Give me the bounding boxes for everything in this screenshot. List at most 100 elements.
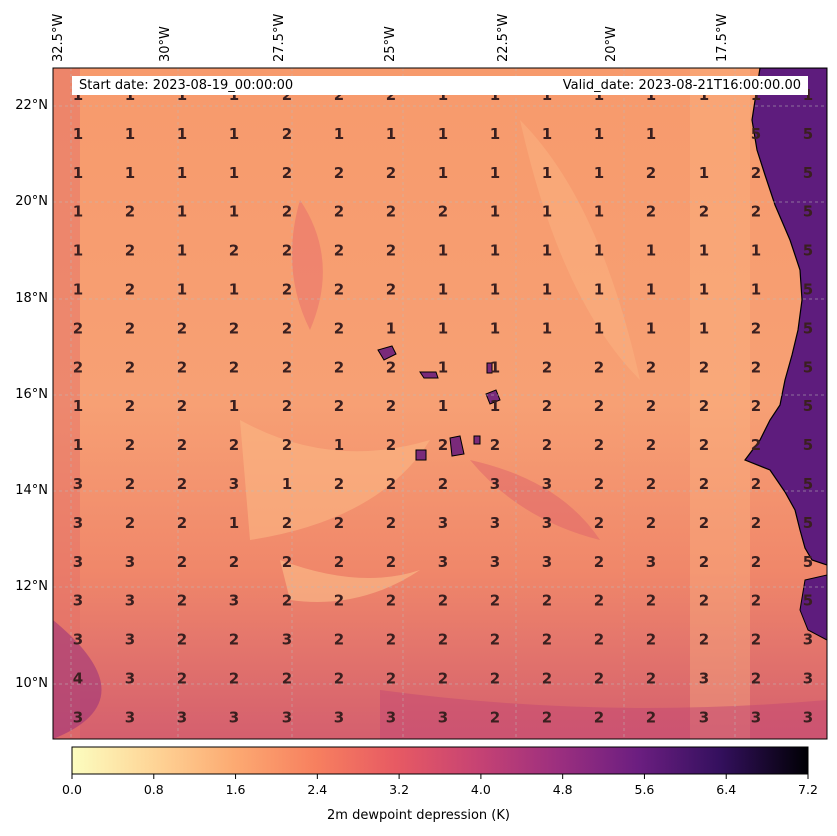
- grid-value: 1: [803, 86, 813, 104]
- grid-value: 1: [646, 319, 656, 337]
- grid-value: 1: [229, 203, 239, 221]
- grid-value: 2: [490, 631, 500, 649]
- grid-value: 3: [542, 514, 552, 532]
- grid-value: 2: [646, 203, 656, 221]
- grid-value: 2: [386, 242, 396, 260]
- grid-value: 2: [751, 514, 761, 532]
- grid-value: 5: [803, 281, 813, 299]
- grid-value: 2: [282, 125, 292, 143]
- grid-value: 2: [542, 670, 552, 688]
- grid-value: 1: [594, 281, 604, 299]
- grid-value: 2: [282, 319, 292, 337]
- grid-value: 2: [594, 553, 604, 571]
- grid-value: 1: [751, 86, 761, 104]
- grid-value: 3: [125, 631, 135, 649]
- grid-value: 1: [386, 319, 396, 337]
- grid-value: 5: [751, 125, 761, 143]
- grid-value: 2: [386, 631, 396, 649]
- grid-value: 2: [646, 436, 656, 454]
- map-frame: [52, 67, 828, 740]
- grid-value: 2: [229, 436, 239, 454]
- grid-value: 1: [229, 164, 239, 182]
- grid-value: 5: [803, 164, 813, 182]
- grid-value: 1: [542, 319, 552, 337]
- grid-value: 2: [699, 358, 709, 376]
- grid-value: 2: [490, 592, 500, 610]
- grid-value: 2: [594, 436, 604, 454]
- gridlines: [53, 68, 827, 739]
- grid-value: 2: [177, 514, 187, 532]
- grid-value: 1: [594, 164, 604, 182]
- grid-value: 2: [386, 514, 396, 532]
- grid-value: 5: [803, 592, 813, 610]
- grid-value: 1: [646, 281, 656, 299]
- grid-value: 2: [334, 397, 344, 415]
- grid-value: 3: [229, 592, 239, 610]
- grid-value: 1: [177, 281, 187, 299]
- grid-value: 2: [177, 631, 187, 649]
- grid-value: 2: [282, 86, 292, 104]
- grid-value: 2: [646, 670, 656, 688]
- grid-value: 2: [751, 397, 761, 415]
- grid-value: 1: [490, 319, 500, 337]
- grid-value: 3: [282, 708, 292, 726]
- grid-value: 1: [73, 86, 83, 104]
- grid-value: 2: [542, 708, 552, 726]
- grid-value: 2: [73, 358, 83, 376]
- grid-value: 3: [803, 631, 813, 649]
- grid-value: 2: [646, 631, 656, 649]
- grid-value: 3: [490, 553, 500, 571]
- grid-value: 1: [594, 86, 604, 104]
- grid-value: 3: [490, 475, 500, 493]
- grid-value: 1: [542, 125, 552, 143]
- grid-value: 3: [177, 708, 187, 726]
- grid-value: 2: [386, 358, 396, 376]
- grid-value: 3: [803, 670, 813, 688]
- grid-value: 2: [386, 397, 396, 415]
- grid-value: 2: [542, 631, 552, 649]
- grid-value: 1: [594, 203, 604, 221]
- grid-value: 1: [177, 203, 187, 221]
- grid-value: 2: [699, 203, 709, 221]
- grid-value: 2: [699, 631, 709, 649]
- grid-value: 1: [438, 164, 448, 182]
- grid-value: 1: [542, 242, 552, 260]
- grid-value: 1: [542, 86, 552, 104]
- grid-value: 1: [438, 86, 448, 104]
- latitude-label: 10°N: [15, 676, 48, 691]
- longitude-label: 20°W: [604, 26, 619, 62]
- grid-value: 3: [125, 553, 135, 571]
- grid-value: 1: [438, 358, 448, 376]
- grid-value: 2: [542, 592, 552, 610]
- grid-value: 2: [646, 592, 656, 610]
- grid-value: 2: [282, 592, 292, 610]
- grid-value: 1: [229, 514, 239, 532]
- colorbar-tick-label: 0.0: [62, 782, 82, 797]
- grid-value: 1: [229, 125, 239, 143]
- grid-value: 3: [73, 475, 83, 493]
- grid-value: 2: [699, 514, 709, 532]
- grid-value: 5: [803, 397, 813, 415]
- grid-value: 2: [386, 203, 396, 221]
- grid-value: 2: [125, 397, 135, 415]
- grid-value: 3: [542, 553, 552, 571]
- grid-value: 2: [490, 708, 500, 726]
- grid-value: 2: [177, 319, 187, 337]
- grid-value: 1: [699, 86, 709, 104]
- grid-value: 1: [438, 281, 448, 299]
- grid-value: 1: [229, 86, 239, 104]
- grid-value: 1: [73, 242, 83, 260]
- latitude-label: 18°N: [15, 291, 48, 306]
- grid-value: 2: [542, 358, 552, 376]
- grid-value: 2: [386, 436, 396, 454]
- grid-value: 2: [386, 592, 396, 610]
- grid-value: 2: [751, 319, 761, 337]
- grid-value: 2: [386, 164, 396, 182]
- grid-value: 2: [646, 514, 656, 532]
- grid-value: 5: [803, 242, 813, 260]
- grid-value: 1: [73, 164, 83, 182]
- grid-value: 5: [803, 125, 813, 143]
- grid-value: 2: [646, 397, 656, 415]
- grid-value: 2: [699, 397, 709, 415]
- grid-value: 2: [438, 475, 448, 493]
